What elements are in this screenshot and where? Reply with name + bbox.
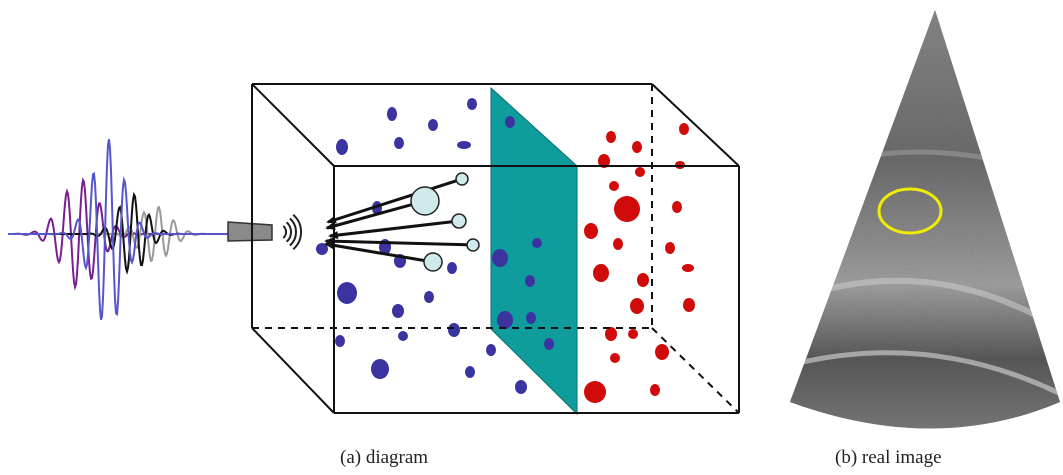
scatterer-red bbox=[679, 123, 689, 135]
scatterer-red bbox=[614, 196, 640, 222]
scatterer-blue bbox=[392, 304, 404, 318]
scatterer-red bbox=[630, 298, 644, 314]
roi-circle bbox=[877, 187, 943, 235]
echo-bubble bbox=[410, 186, 440, 216]
scatterer-blue bbox=[336, 139, 348, 155]
signal-arc bbox=[292, 213, 303, 251]
scatterer-red bbox=[628, 329, 638, 339]
scatterer-blue bbox=[465, 366, 475, 378]
scatterer-blue bbox=[497, 311, 513, 329]
scatterer-blue bbox=[448, 323, 460, 337]
scatterer-red bbox=[682, 264, 694, 272]
scatterer-red bbox=[613, 238, 623, 250]
echo-arrows bbox=[324, 172, 480, 272]
figure bbox=[8, 10, 1060, 429]
scatterer-blue bbox=[371, 359, 389, 379]
scatterer-red bbox=[610, 353, 620, 363]
echo-arrow bbox=[325, 203, 412, 230]
echo-arrow bbox=[326, 179, 457, 224]
scatterer-blue bbox=[337, 282, 357, 304]
rf-waveforms bbox=[8, 139, 228, 321]
scatterer-blue bbox=[467, 98, 477, 110]
echo-bubble bbox=[466, 238, 480, 252]
scatterer-red bbox=[598, 154, 610, 168]
volume-box bbox=[251, 83, 740, 414]
scatterer-blue bbox=[532, 238, 542, 248]
scatterer-blue bbox=[394, 137, 404, 149]
echo-arrow bbox=[324, 241, 425, 262]
scatterer-blue bbox=[424, 291, 434, 303]
signal-arcs-icon bbox=[282, 213, 303, 251]
scatterers-back bbox=[316, 98, 496, 379]
scatterer-blue bbox=[544, 338, 554, 350]
signal-arc bbox=[285, 221, 293, 243]
scatterer-blue bbox=[398, 331, 408, 341]
scatterer-blue bbox=[387, 107, 397, 121]
scatterer-red bbox=[650, 384, 660, 396]
echo-arrow bbox=[324, 237, 468, 247]
scatterer-red bbox=[683, 298, 695, 312]
scatterer-red bbox=[665, 242, 675, 254]
scatterer-blue bbox=[447, 262, 457, 274]
echo-bubble bbox=[451, 213, 467, 229]
probe-icon bbox=[227, 221, 273, 242]
scatterer-red bbox=[632, 141, 642, 153]
scatterer-red bbox=[672, 201, 682, 213]
signal-arc bbox=[282, 225, 287, 239]
scatterer-red bbox=[655, 344, 669, 360]
scatterer-blue bbox=[525, 275, 535, 287]
scatterer-red bbox=[584, 223, 598, 239]
echo-bubble bbox=[423, 252, 443, 272]
echo-arrow bbox=[328, 220, 453, 240]
scatterer-red bbox=[605, 327, 617, 341]
echo-bubble bbox=[455, 172, 469, 186]
scatterer-blue bbox=[335, 335, 345, 347]
scatterer-red bbox=[606, 131, 616, 143]
scatterer-blue bbox=[428, 119, 438, 131]
scatterer-red bbox=[635, 167, 645, 177]
scatterer-blue bbox=[486, 344, 496, 356]
scatterer-red bbox=[593, 264, 609, 282]
scatterer-blue bbox=[457, 141, 471, 149]
scatterer-red bbox=[584, 381, 606, 403]
ultrasound-sector-icon bbox=[790, 10, 1060, 429]
scatterer-red bbox=[609, 181, 619, 191]
scatterer-red bbox=[637, 273, 649, 287]
scatterer-blue bbox=[505, 116, 515, 128]
scatterer-blue bbox=[526, 312, 536, 324]
scatterer-blue bbox=[515, 380, 527, 394]
rf-pulse bbox=[8, 139, 228, 321]
caption-real-image: (b) real image bbox=[835, 447, 942, 468]
scatterer-blue bbox=[492, 249, 508, 267]
caption-diagram: (a) diagram bbox=[340, 447, 429, 468]
signal-arc bbox=[289, 217, 297, 247]
